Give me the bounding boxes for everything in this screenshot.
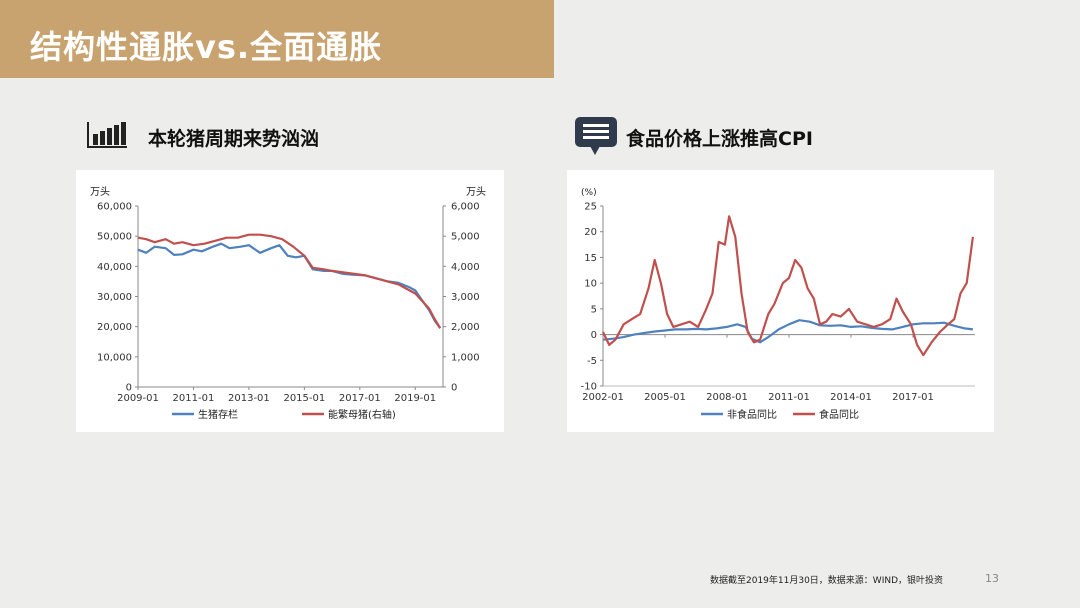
series-line-0 [602, 319, 974, 344]
page-number: 13 [985, 572, 999, 585]
y-tick-label: 5 [591, 304, 597, 315]
footer-note: 数据截至2019年11月30日，数据来源：WIND，银叶投资 [710, 576, 944, 586]
y-tick-label: 10 [584, 279, 597, 290]
left-section-heading: 本轮猪周期来势汹汹 [148, 128, 320, 150]
right-axis-unit: 万头 [466, 186, 486, 198]
x-tick-label: 2017-01 [339, 393, 381, 404]
x-tick-label: 2005-01 [644, 392, 686, 403]
left-axis-unit: 万头 [90, 186, 110, 198]
bar-chart-icon [86, 118, 128, 152]
y-right-tick-label: 6,000 [451, 202, 480, 213]
right-section-heading: 食品价格上涨推高CPI [626, 128, 813, 150]
y-right-tick-label: 0 [451, 383, 457, 394]
y-left-tick-label: 30,000 [97, 292, 132, 303]
y-right-tick-label: 5,000 [451, 232, 480, 243]
legend: 生猪存栏 能繁母猪(右轴) [172, 408, 396, 421]
chart-panel-pig-inventory: 0 10,000 20,000 30,000 40,000 50,000 60,000 0 1,… [76, 170, 504, 432]
y-left-tick-label: 40,000 [97, 262, 132, 273]
y-tick-label: 20 [584, 227, 597, 238]
x-tick-label: 2008-01 [706, 392, 748, 403]
legend-label-series-0: 非食品同比 [727, 408, 777, 421]
y-right-tick-label: 4,000 [451, 262, 480, 273]
y-axis-unit: (%) [581, 188, 597, 198]
y-left-tick-label: 50,000 [97, 232, 132, 243]
y-tick-label: -5 [587, 356, 597, 367]
x-tick-label: 2014-01 [830, 392, 872, 403]
legend: 非食品同比 食品同比 [701, 408, 859, 421]
y-tick-label: -10 [581, 382, 597, 393]
y-left-tick-label: 0 [126, 383, 132, 394]
series-line-1 [602, 215, 974, 357]
page-title: 结构性通胀vs.全面通胀 [30, 28, 383, 66]
x-tick-label: 2017-01 [892, 392, 934, 403]
y-left-tick-label: 10,000 [97, 352, 132, 363]
legend-label-series-1: 食品同比 [819, 408, 859, 421]
x-tick-label: 2019-01 [394, 393, 436, 404]
x-tick-label: 2011-01 [768, 392, 810, 403]
legend-label-series-1: 能繁母猪(右轴) [328, 408, 396, 421]
x-tick-label: 2002-01 [582, 392, 624, 403]
chart-panel-food-cpi: -10 -5 0 5 10 15 20 25 2002-01 2005-01 2008-01 2011… [567, 170, 994, 432]
y-left-tick-label: 20,000 [97, 322, 132, 333]
x-tick-label: 2011-01 [173, 393, 215, 404]
series-line-1 [137, 233, 442, 329]
y-right-tick-label: 3,000 [451, 292, 480, 303]
title-bar: 结构性通胀vs.全面通胀 [0, 0, 554, 78]
speech-bubble-list-icon [574, 116, 618, 158]
food-cpi-chart: -10 -5 0 5 10 15 20 25 2002-01 2005-01 2008-01 2011… [581, 188, 975, 421]
y-tick-label: 0 [591, 330, 597, 341]
y-right-tick-label: 1,000 [451, 352, 480, 363]
y-tick-label: 25 [584, 202, 597, 213]
y-tick-label: 15 [584, 253, 597, 264]
x-tick-label: 2009-01 [117, 393, 159, 404]
pig-cycle-chart: 0 10,000 20,000 30,000 40,000 50,000 60,000 0 1,… [90, 186, 486, 421]
legend-label-series-0: 生猪存栏 [198, 408, 238, 421]
y-right-tick-label: 2,000 [451, 322, 480, 333]
y-left-tick-label: 60,000 [97, 202, 132, 213]
x-tick-label: 2013-01 [228, 393, 270, 404]
series-line-0 [137, 242, 442, 329]
x-tick-label: 2015-01 [283, 393, 325, 404]
